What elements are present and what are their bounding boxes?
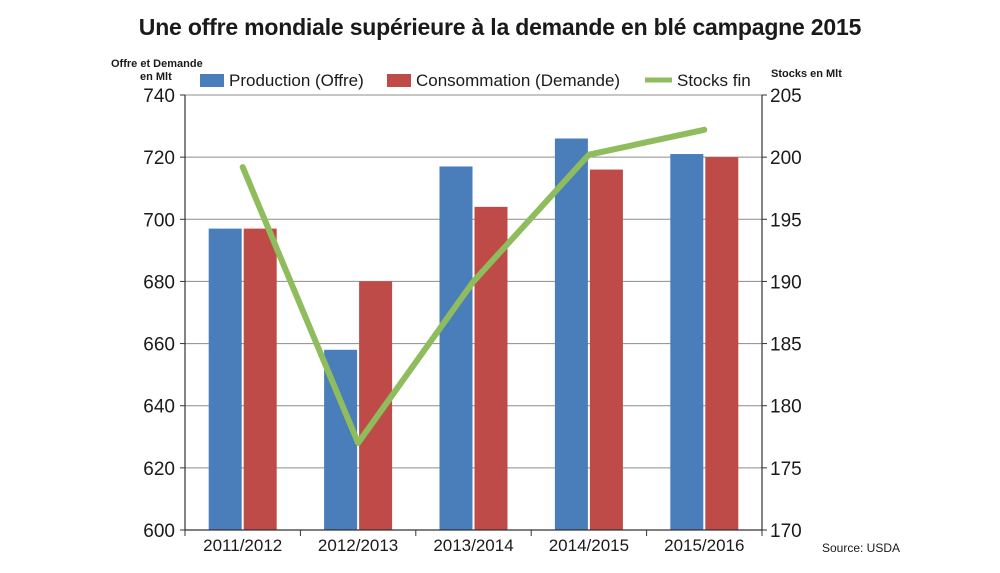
y-right-tick-label: 200 <box>770 148 802 169</box>
y-right-tick-label: 205 <box>770 86 802 107</box>
y-right-tick-label: 170 <box>770 521 802 542</box>
grid-lines <box>185 94 762 469</box>
production-bar <box>439 166 473 530</box>
consommation-bar <box>243 228 277 530</box>
y-left-tick-label: 600 <box>143 521 175 542</box>
consommation-bar <box>474 206 508 530</box>
category-label: 2015/2016 <box>664 536 744 555</box>
bars <box>208 138 739 531</box>
stocks-fin-point <box>472 279 475 283</box>
legend-stocks-label: Stocks fin <box>677 71 751 90</box>
legend: Production (Offre) Consommation (Demande… <box>200 71 751 90</box>
stocks-fin-point <box>356 441 360 445</box>
y-right-tick-label: 185 <box>770 335 802 356</box>
source-note: Source: USDA <box>822 541 900 555</box>
stocks-fin-line <box>239 126 708 446</box>
y-left-tick-label: 660 <box>143 335 175 356</box>
legend-production-label: Production (Offre) <box>229 71 364 90</box>
stocks-fin-point <box>241 165 245 169</box>
y-right-tick-label: 175 <box>770 459 802 480</box>
legend-consommation-swatch <box>387 74 411 87</box>
y-right-tick-label: 195 <box>770 210 802 231</box>
production-bar <box>554 138 588 530</box>
y-left-tick-label: 740 <box>143 86 175 107</box>
y-left-axis-title-line2: en Mlt <box>140 71 172 83</box>
chart-title: Une offre mondiale supérieure à la deman… <box>138 14 862 40</box>
category-label: 2011/2012 <box>203 536 282 555</box>
category-label: 2014/2015 <box>549 536 629 555</box>
stocks-line <box>239 126 708 446</box>
legend-production-swatch <box>200 74 224 87</box>
production-bar <box>670 154 704 531</box>
category-label: 2013/2014 <box>433 536 513 555</box>
stocks-fin-point <box>587 153 591 157</box>
y-right-tick-label: 180 <box>770 397 802 418</box>
y-right-tick-label: 190 <box>770 272 802 293</box>
tick-labels: 600 620 640 660 680 700 720 740 170 175 180 185 190 1… <box>143 86 801 555</box>
y-left-tick-label: 720 <box>143 148 175 169</box>
y-left-tick-label: 620 <box>143 459 175 480</box>
consommation-bar <box>589 169 623 531</box>
category-label: 2012/2013 <box>318 536 398 555</box>
axes <box>180 94 767 536</box>
y-left-axis-title-line1: Offre et Demande <box>111 58 203 70</box>
y-right-axis-title: Stocks en Mlt <box>771 68 842 80</box>
production-bar <box>208 228 242 530</box>
y-left-tick-label: 680 <box>143 272 175 293</box>
y-left-tick-label: 700 <box>143 210 175 231</box>
legend-consommation-label: Consommation (Demande) <box>416 71 620 90</box>
y-left-tick-label: 640 <box>143 397 175 418</box>
stocks-fin-point <box>702 128 706 132</box>
consommation-bar <box>705 157 739 530</box>
